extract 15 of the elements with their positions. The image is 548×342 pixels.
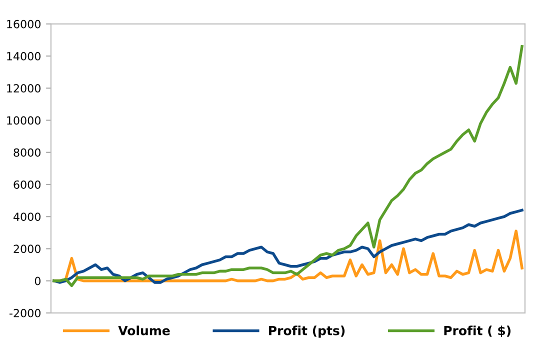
y-tick-label: 12000: [7, 84, 41, 93]
legend-label: Profit (pts): [269, 326, 345, 338]
y-tick-label: -2000: [10, 308, 41, 318]
y-tick-label: 2000: [14, 244, 41, 254]
y-tick-label: 14000: [7, 52, 41, 60]
y-tick-label: 10000: [7, 116, 41, 125]
y-tick-label: 16000: [7, 20, 41, 28]
line-series: [52, 45, 524, 288]
legend-label: Profit ( $): [444, 326, 510, 337]
y-tick-label: 0: [34, 276, 41, 286]
legend-label: Volume: [118, 326, 170, 336]
y-tick-label: 4000: [14, 212, 41, 221]
line-series: [52, 208, 524, 284]
y-tick-label: 8000: [14, 148, 41, 157]
y-tick-label: 6000: [14, 180, 41, 189]
